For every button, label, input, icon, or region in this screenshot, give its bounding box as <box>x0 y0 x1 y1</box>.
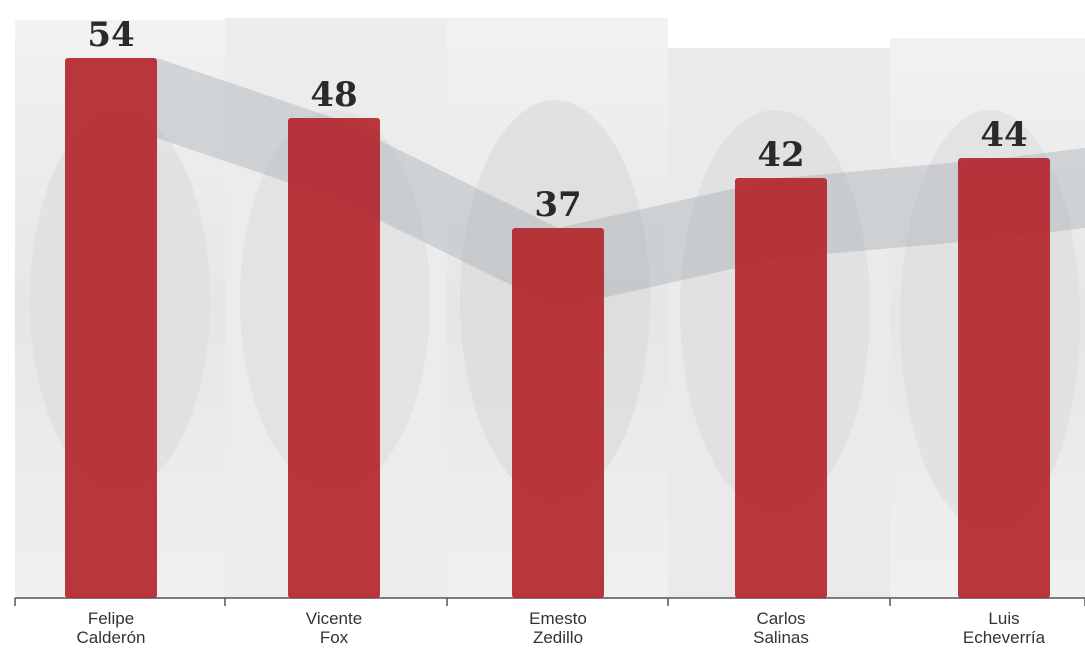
bar <box>65 58 157 598</box>
label-line: Zedillo <box>533 628 583 647</box>
value-label: 54 <box>87 15 134 55</box>
bar <box>735 178 827 598</box>
x-tick-label: Felipe Calderón <box>77 609 146 647</box>
label-line: Fox <box>320 628 349 647</box>
x-tick-label: Carlos Salinas <box>753 609 809 647</box>
label-line: Calderón <box>77 628 146 647</box>
label-line: Emesto <box>529 609 587 628</box>
label-line: Vicente <box>306 609 362 628</box>
x-tick-label: Vicente Fox <box>306 609 362 647</box>
label-line: Salinas <box>753 628 809 647</box>
label-line: Echeverría <box>963 628 1046 647</box>
bar <box>958 158 1050 598</box>
bar <box>512 228 604 598</box>
bar <box>288 118 380 598</box>
value-label: 48 <box>310 75 357 115</box>
value-label: 44 <box>980 115 1027 155</box>
label-line: Felipe <box>88 609 134 628</box>
value-label: 42 <box>757 135 804 175</box>
value-label: 37 <box>534 185 581 225</box>
label-line: Luis <box>988 609 1019 628</box>
trend-ribbon <box>157 58 1085 308</box>
x-tick-label: Luis Echeverría <box>963 609 1046 647</box>
label-line: Carlos <box>756 609 805 628</box>
x-tick-label: Emesto Zedillo <box>529 609 587 647</box>
